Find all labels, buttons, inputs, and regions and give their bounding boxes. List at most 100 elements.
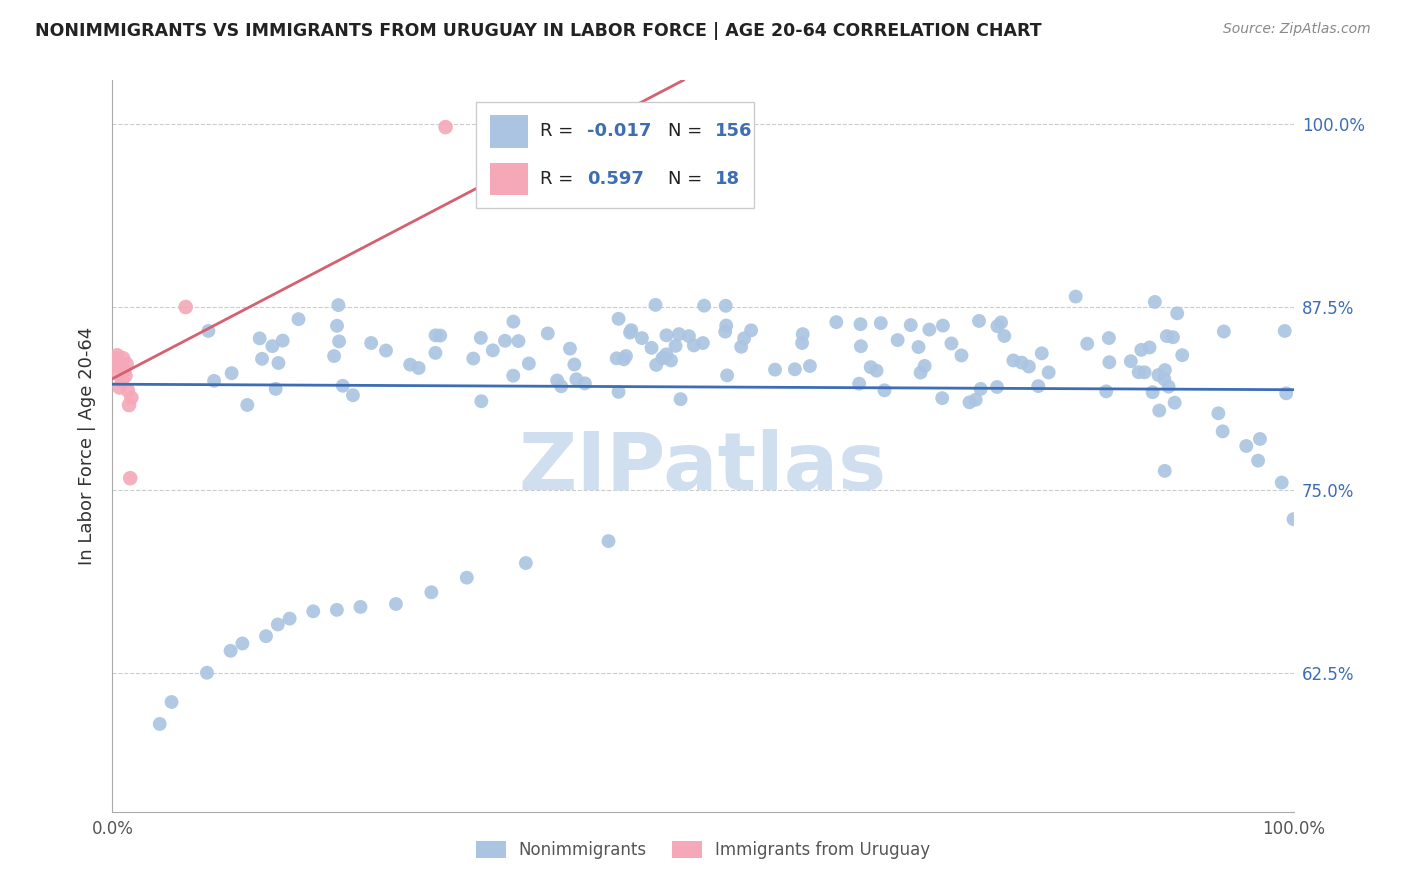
Point (714, 299, 737, 313)
Point (408, 361, 430, 376)
Point (1018, 359, 1040, 374)
Point (502, 368, 524, 383)
Point (914, 359, 936, 373)
Point (669, 392, 692, 406)
Text: 0.597: 0.597 (588, 170, 644, 188)
Point (118, 398, 141, 412)
Point (606, 351, 628, 366)
Point (1275, 386, 1298, 401)
Point (1119, 354, 1142, 368)
Point (950, 348, 973, 362)
Point (110, 359, 132, 373)
Point (250, 351, 273, 366)
Point (342, 388, 364, 402)
Point (328, 298, 350, 312)
Point (941, 336, 963, 351)
Point (236, 398, 259, 412)
Point (907, 340, 929, 354)
Point (463, 351, 485, 366)
Point (104, 351, 127, 366)
Point (655, 347, 678, 361)
Point (619, 326, 641, 340)
Point (644, 298, 666, 312)
Point (1282, 512, 1305, 526)
Point (733, 331, 755, 345)
Point (652, 351, 675, 365)
Point (349, 599, 371, 614)
Point (1166, 306, 1188, 320)
Point (668, 327, 690, 342)
Point (494, 334, 516, 348)
Point (328, 334, 350, 349)
Point (360, 336, 382, 351)
Point (323, 349, 346, 363)
Point (1076, 336, 1098, 351)
Point (537, 326, 560, 341)
Point (1234, 439, 1257, 453)
Point (326, 603, 349, 617)
Point (970, 382, 993, 396)
Point (1139, 341, 1161, 355)
Point (112, 351, 135, 366)
Point (302, 604, 325, 618)
Point (1031, 346, 1053, 360)
Point (1026, 379, 1049, 393)
Point (195, 665, 218, 680)
Text: 156: 156 (714, 122, 752, 140)
FancyBboxPatch shape (491, 162, 529, 195)
Point (385, 597, 408, 611)
Point (1095, 384, 1118, 399)
Point (112, 363, 135, 377)
Text: NONIMMIGRANTS VS IMMIGRANTS FROM URUGUAY IN LABOR FORCE | AGE 20-64 CORRELATION : NONIMMIGRANTS VS IMMIGRANTS FROM URUGUAY… (35, 22, 1042, 40)
Point (986, 319, 1008, 334)
Point (859, 360, 882, 375)
Point (1011, 355, 1033, 369)
Point (986, 380, 1008, 394)
Point (456, 571, 478, 585)
Point (574, 376, 596, 391)
Point (716, 368, 738, 383)
Point (231, 636, 253, 650)
Point (420, 585, 443, 599)
Point (1161, 330, 1184, 344)
Point (103, 359, 125, 373)
Point (1274, 324, 1296, 338)
Point (790, 336, 813, 351)
Point (107, 354, 129, 368)
Point (219, 644, 242, 658)
Point (546, 374, 568, 388)
Point (792, 327, 814, 342)
Point (264, 382, 287, 396)
Point (517, 357, 540, 371)
Point (651, 351, 673, 365)
Text: N =: N = (668, 170, 707, 188)
Point (613, 352, 636, 367)
Point (783, 362, 806, 376)
Point (873, 384, 896, 398)
Point (1212, 425, 1234, 439)
Point (278, 612, 301, 626)
Point (865, 364, 887, 378)
Point (1128, 365, 1150, 379)
Point (900, 318, 922, 332)
Point (1142, 385, 1164, 400)
Point (470, 394, 492, 409)
Point (967, 314, 990, 328)
Point (848, 376, 870, 391)
Point (990, 315, 1012, 329)
Point (117, 384, 139, 398)
Point (620, 323, 643, 337)
Text: ZIPatlas: ZIPatlas (519, 429, 887, 507)
Point (1133, 365, 1156, 379)
Point (249, 331, 271, 345)
Point (1154, 363, 1177, 377)
Point (262, 339, 284, 353)
Point (659, 353, 682, 368)
Point (1271, 475, 1294, 490)
Point (1208, 406, 1230, 420)
Point (114, 368, 136, 383)
Point (714, 325, 737, 339)
Point (287, 312, 309, 326)
Point (425, 346, 447, 360)
Point (740, 323, 762, 337)
